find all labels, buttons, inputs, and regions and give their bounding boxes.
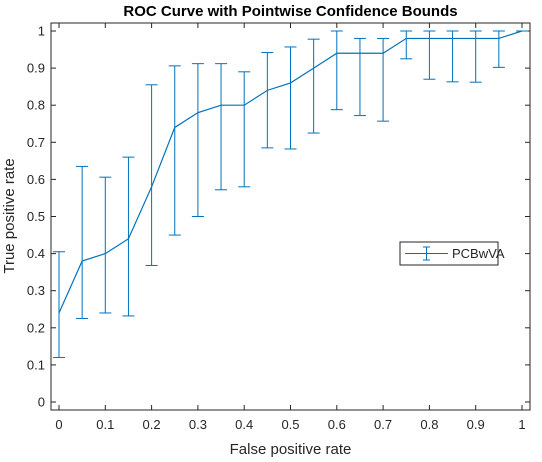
line-layer xyxy=(58,30,523,314)
x-axis-label: False positive rate xyxy=(230,441,352,457)
y-tick-label: 0.1 xyxy=(27,357,45,372)
x-tick-label: 1 xyxy=(518,417,525,432)
x-tick-label: 0.2 xyxy=(143,417,161,432)
series-line-pcbwva xyxy=(58,30,523,314)
y-tick-label: 1 xyxy=(38,24,45,39)
errorbar-layer xyxy=(53,30,528,358)
y-tick-label: 0.7 xyxy=(27,135,45,150)
ticks-layer: 0 0.1 0.2 0.3 0.4 0.5 0.6 0.7 0.8 0.9 1 0 0.1 0.2 0.3 0… xyxy=(27,23,530,432)
chart-title: ROC Curve with Pointwise Confidence Boun… xyxy=(123,3,457,20)
y-tick-label: 0 xyxy=(38,395,45,410)
x-tick-label: 0.9 xyxy=(467,417,485,432)
y-tick-label: 0.2 xyxy=(27,320,45,335)
y-tick-label: 0.8 xyxy=(27,98,45,113)
y-tick-label: 0.6 xyxy=(27,172,45,187)
y-tick-label: 0.9 xyxy=(27,61,45,76)
x-tick-label: 0 xyxy=(55,417,62,432)
y-axis-label: True positive rate xyxy=(1,158,18,273)
x-tick-label: 0.8 xyxy=(420,417,438,432)
x-tick-label: 0.6 xyxy=(328,417,346,432)
x-tick-label: 0.1 xyxy=(96,417,114,432)
x-tick-label: 0.4 xyxy=(235,417,253,432)
legend: PCBwVA xyxy=(399,241,505,266)
y-tick-label: 0.3 xyxy=(27,283,45,298)
x-tick-label: 0.5 xyxy=(281,417,299,432)
legend-box xyxy=(399,241,499,266)
x-tick-label: 0.7 xyxy=(374,417,392,432)
x-tick-label: 0.3 xyxy=(189,417,207,432)
y-tick-label: 0.5 xyxy=(27,209,45,224)
legend-label: PCBwVA xyxy=(452,246,505,261)
y-tick-label: 0.4 xyxy=(27,246,45,261)
